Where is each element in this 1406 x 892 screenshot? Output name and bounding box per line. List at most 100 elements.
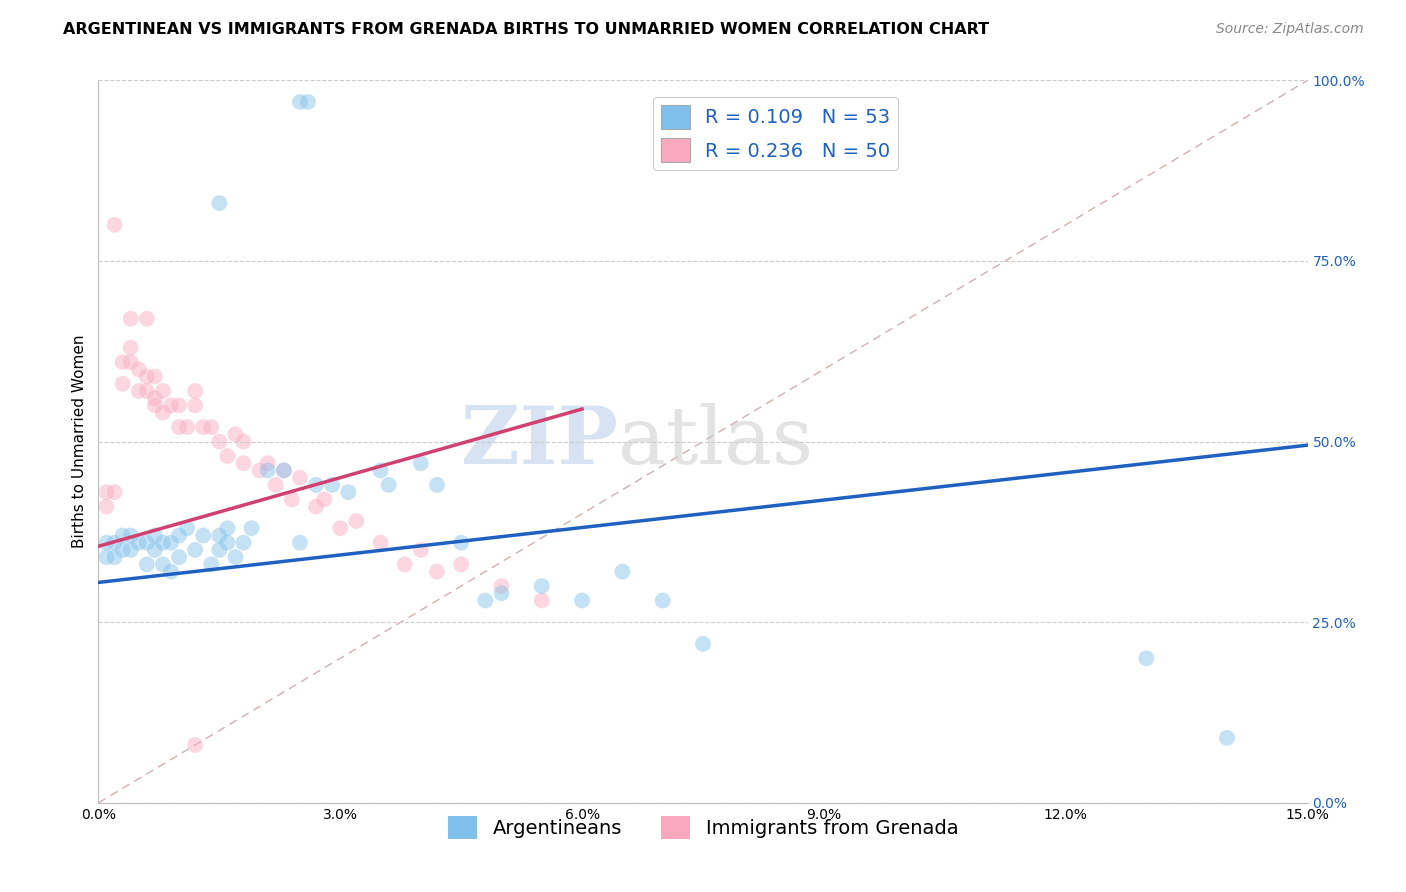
Point [208, 196, 231, 211]
Point [160, 565, 183, 579]
Point [217, 449, 239, 463]
Point [193, 420, 215, 434]
Point [370, 535, 392, 549]
Point [692, 637, 714, 651]
Point [143, 369, 166, 384]
Point [232, 456, 254, 470]
Point [1216, 731, 1239, 745]
Point [305, 500, 328, 514]
Point [273, 463, 295, 477]
Point [321, 478, 343, 492]
Point [370, 463, 392, 477]
Point [217, 535, 239, 549]
Text: Source: ZipAtlas.com: Source: ZipAtlas.com [1216, 22, 1364, 37]
Point [281, 492, 304, 507]
Point [152, 406, 174, 420]
Point [288, 535, 311, 549]
Point [111, 376, 134, 391]
Point [474, 593, 496, 607]
Point [120, 311, 142, 326]
Point [103, 535, 125, 549]
Point [103, 485, 125, 500]
Point [409, 456, 432, 470]
Point [273, 463, 295, 477]
Point [193, 528, 215, 542]
Point [135, 535, 157, 549]
Point [152, 535, 174, 549]
Point [120, 542, 142, 557]
Point [167, 550, 190, 565]
Point [184, 738, 207, 752]
Point [224, 550, 246, 565]
Text: ZIP: ZIP [461, 402, 619, 481]
Point [143, 398, 166, 412]
Point [256, 463, 278, 477]
Point [143, 542, 166, 557]
Point [103, 218, 125, 232]
Point [288, 95, 311, 109]
Point [167, 420, 190, 434]
Point [344, 514, 367, 528]
Point [135, 558, 157, 572]
Point [143, 391, 166, 405]
Point [530, 579, 553, 593]
Point [232, 434, 254, 449]
Point [377, 478, 399, 492]
Point [426, 478, 449, 492]
Point [240, 521, 263, 535]
Point [305, 478, 328, 492]
Point [264, 478, 287, 492]
Point [128, 362, 150, 376]
Point [176, 420, 198, 434]
Point [135, 369, 157, 384]
Point [96, 485, 118, 500]
Point [394, 558, 416, 572]
Point [103, 550, 125, 565]
Point [208, 528, 231, 542]
Point [224, 427, 246, 442]
Point [96, 550, 118, 565]
Point [135, 311, 157, 326]
Point [208, 434, 231, 449]
Point [184, 384, 207, 398]
Point [651, 593, 673, 607]
Point [111, 528, 134, 542]
Point [612, 565, 634, 579]
Point [111, 542, 134, 557]
Y-axis label: Births to Unmarried Women: Births to Unmarried Women [72, 334, 87, 549]
Point [120, 341, 142, 355]
Legend: Argentineans, Immigrants from Grenada: Argentineans, Immigrants from Grenada [440, 808, 966, 847]
Point [160, 398, 183, 412]
Point [256, 456, 278, 470]
Point [184, 398, 207, 412]
Point [160, 535, 183, 549]
Point [314, 492, 336, 507]
Point [337, 485, 360, 500]
Point [143, 528, 166, 542]
Point [96, 535, 118, 549]
Point [530, 593, 553, 607]
Text: atlas: atlas [619, 402, 814, 481]
Point [491, 579, 513, 593]
Point [120, 355, 142, 369]
Point [297, 95, 319, 109]
Point [409, 542, 432, 557]
Point [288, 470, 311, 484]
Point [96, 500, 118, 514]
Text: ARGENTINEAN VS IMMIGRANTS FROM GRENADA BIRTHS TO UNMARRIED WOMEN CORRELATION CHA: ARGENTINEAN VS IMMIGRANTS FROM GRENADA B… [63, 22, 990, 37]
Point [167, 398, 190, 412]
Point [329, 521, 352, 535]
Point [571, 593, 593, 607]
Point [249, 463, 271, 477]
Point [217, 521, 239, 535]
Point [167, 528, 190, 542]
Point [111, 355, 134, 369]
Point [120, 528, 142, 542]
Point [426, 565, 449, 579]
Point [491, 586, 513, 600]
Point [152, 384, 174, 398]
Point [208, 542, 231, 557]
Point [184, 542, 207, 557]
Point [128, 535, 150, 549]
Point [176, 521, 198, 535]
